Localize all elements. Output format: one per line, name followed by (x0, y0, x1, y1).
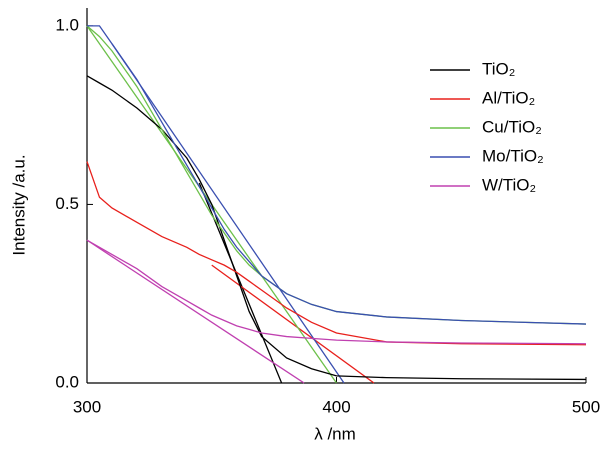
tangent-line (86, 239, 305, 384)
legend-label: TiO₂ (482, 59, 515, 78)
tangent-line (198, 182, 283, 384)
legend-label: W/TiO₂ (482, 175, 536, 194)
y-tick-label: 0.5 (55, 194, 79, 213)
y-tick-label: 1.0 (55, 15, 79, 34)
y-tick-label: 0.0 (55, 372, 79, 391)
x-tick-label: 300 (73, 397, 101, 416)
legend-label: Al/TiO₂ (482, 88, 535, 107)
data-line (86, 161, 587, 346)
legend-label: Cu/TiO₂ (482, 117, 542, 136)
legend-label: Mo/TiO₂ (482, 146, 544, 165)
data-line (86, 75, 587, 381)
y-axis-label: Intensity /a.u. (9, 154, 28, 255)
tangent-line (111, 43, 345, 384)
x-tick-label: 500 (572, 397, 600, 416)
data-line (86, 239, 587, 345)
x-axis-label: λ /nm (314, 424, 356, 443)
tangent-line (211, 264, 375, 384)
x-tick-label: 400 (322, 397, 350, 416)
data-line (87, 25, 587, 325)
